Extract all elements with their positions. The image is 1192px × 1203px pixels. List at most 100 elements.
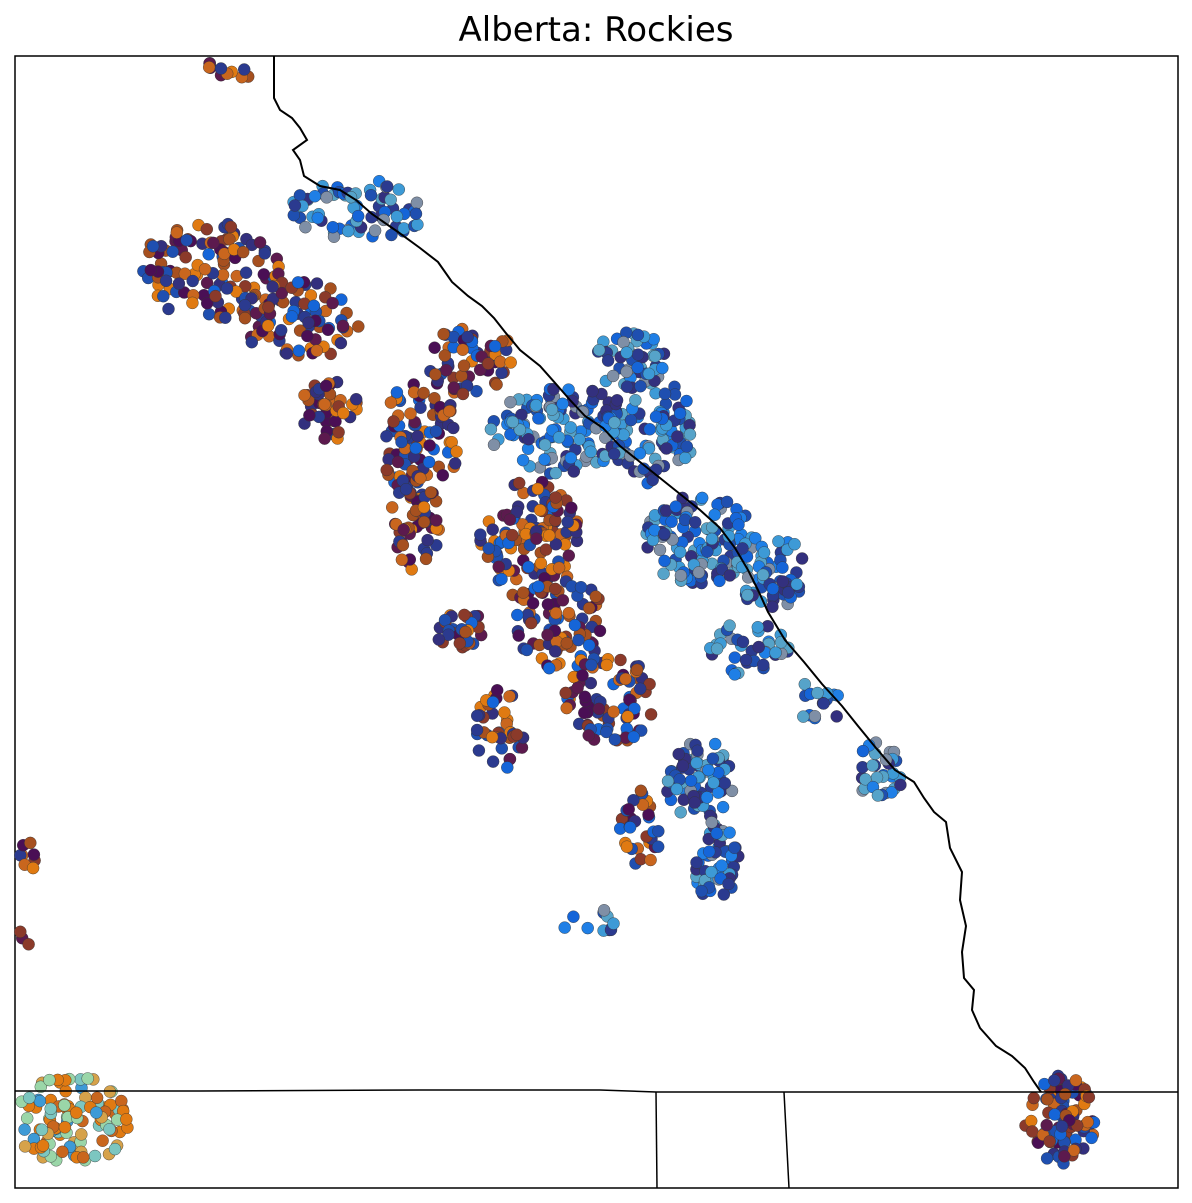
sighting-point — [817, 697, 830, 710]
sighting-point — [482, 357, 495, 370]
sighting-point — [302, 316, 315, 329]
sighting-point — [684, 774, 698, 787]
sighting-point — [384, 193, 397, 207]
sighting-point — [620, 840, 634, 853]
sighting-point — [471, 709, 484, 722]
sighting-point — [216, 268, 230, 282]
sighting-point — [318, 398, 331, 411]
sighting-point — [620, 365, 633, 378]
sighting-point — [702, 763, 715, 777]
sighting-point — [303, 409, 316, 422]
sighting-point — [237, 63, 251, 76]
sighting-point — [23, 1091, 36, 1105]
sighting-point — [576, 405, 590, 419]
sighting-point — [301, 329, 314, 343]
sighting-point — [239, 266, 253, 279]
sighting-point — [428, 341, 441, 354]
sighting-point — [634, 784, 648, 797]
sighting-point — [180, 233, 193, 247]
sighting-point — [311, 211, 324, 225]
sighting-point — [321, 323, 335, 336]
sighting-point — [280, 347, 293, 360]
sighting-point — [457, 359, 471, 372]
sighting-point — [559, 686, 572, 700]
sighting-point — [319, 379, 333, 393]
sighting-point — [795, 552, 809, 565]
sighting-point — [689, 516, 702, 529]
sighting-point — [589, 590, 602, 603]
sighting-point — [414, 401, 427, 414]
sighting-point — [14, 925, 27, 938]
sighting-point — [224, 220, 238, 234]
sighting-point — [33, 1094, 47, 1108]
sighting-point — [774, 636, 788, 649]
sighting-point — [705, 865, 718, 879]
sighting-point — [573, 433, 586, 446]
sighting-point — [1048, 1074, 1061, 1087]
sighting-point — [43, 1073, 56, 1087]
sighting-point — [652, 825, 665, 838]
sighting-point — [658, 554, 671, 568]
sighting-point — [658, 387, 672, 400]
sighting-point — [560, 636, 573, 650]
sighting-point — [622, 803, 635, 816]
sighting-point — [35, 1123, 49, 1136]
sighting-point — [671, 430, 684, 443]
sighting-point — [631, 361, 644, 374]
sighting-point — [36, 1139, 50, 1152]
sighting-point — [574, 581, 588, 594]
sighting-point — [459, 625, 472, 639]
sighting-point — [549, 606, 563, 620]
sighting-point — [504, 356, 517, 369]
sighting-point — [503, 513, 517, 526]
sighting-point — [506, 528, 519, 542]
sighting-point — [411, 218, 424, 231]
sighting-point — [549, 582, 562, 596]
sighting-point — [532, 580, 545, 593]
sighting-point — [21, 1112, 34, 1125]
sighting-point — [830, 710, 843, 723]
sighting-point — [186, 274, 199, 288]
sighting-point — [578, 706, 591, 720]
sighting-point — [669, 500, 682, 513]
sighting-point — [495, 366, 508, 380]
sighting-point — [732, 518, 745, 531]
sighting-point — [337, 406, 350, 420]
sighting-point — [258, 247, 271, 260]
sighting-point — [630, 663, 644, 676]
sighting-point — [430, 514, 443, 527]
sighting-point — [447, 381, 460, 394]
sighting-point — [522, 560, 535, 574]
sighting-point — [399, 483, 413, 496]
sighting-point — [470, 723, 484, 737]
sighting-point — [723, 826, 736, 839]
sighting-point — [565, 501, 578, 514]
sighting-point — [652, 840, 665, 853]
sighting-point — [501, 761, 514, 774]
sighting-point — [676, 759, 690, 772]
sighting-point — [564, 451, 577, 465]
sighting-point — [585, 658, 598, 672]
sighting-point — [288, 199, 302, 212]
sighting-point — [739, 653, 753, 667]
sighting-point — [539, 543, 553, 556]
sighting-point — [34, 1080, 47, 1094]
sighting-point — [705, 816, 718, 829]
sighting-point — [223, 232, 236, 246]
sighting-point — [179, 251, 192, 264]
sighting-point — [798, 678, 811, 691]
sighting-point — [437, 327, 450, 341]
sighting-point — [658, 527, 671, 541]
sighting-point — [644, 853, 657, 867]
sighting-point — [808, 710, 822, 723]
sighting-point — [720, 495, 734, 509]
sighting-point — [607, 705, 620, 718]
sighting-point — [144, 263, 158, 277]
sighting-point — [672, 747, 685, 761]
sighting-point — [326, 296, 339, 310]
sighting-point — [186, 296, 199, 310]
sighting-point — [162, 302, 175, 316]
sighting-point — [578, 690, 592, 703]
sighting-point — [567, 910, 580, 923]
sighting-point — [644, 708, 658, 721]
